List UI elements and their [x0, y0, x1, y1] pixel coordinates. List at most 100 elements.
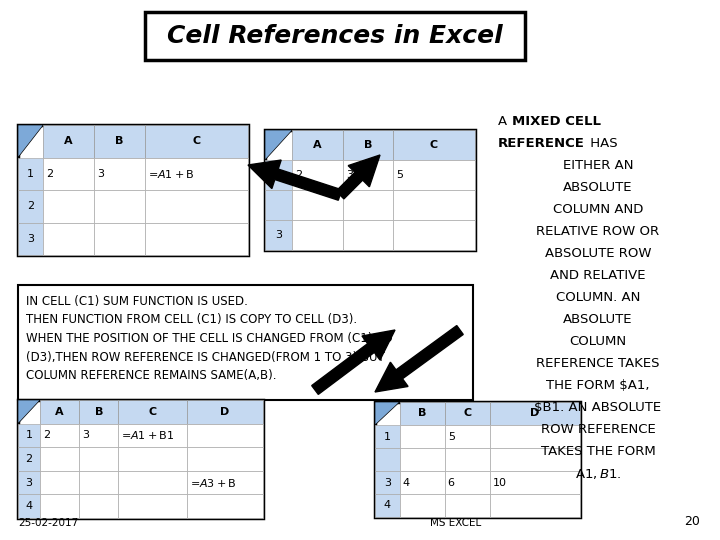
Bar	[18, 190, 43, 222]
Bar	[94, 190, 145, 222]
Bar	[400, 471, 445, 494]
Bar	[265, 130, 475, 250]
Bar	[393, 160, 475, 190]
Text: 2: 2	[27, 201, 35, 211]
Bar	[400, 448, 445, 471]
Bar	[43, 158, 94, 190]
Bar	[375, 471, 400, 494]
Text: 1: 1	[384, 431, 391, 442]
Bar	[187, 400, 263, 423]
Text: 4: 4	[25, 501, 32, 511]
Text: D: D	[530, 408, 539, 418]
Text: COLUMN: COLUMN	[570, 335, 626, 348]
Text: REFERENCE TAKES: REFERENCE TAKES	[536, 357, 660, 370]
Bar	[40, 423, 79, 447]
Text: D: D	[220, 407, 230, 417]
Bar	[375, 494, 400, 517]
FancyArrow shape	[336, 155, 380, 199]
Bar	[145, 190, 248, 222]
Polygon shape	[18, 400, 40, 423]
Text: THE FORM $A1,: THE FORM $A1,	[546, 379, 649, 392]
Text: C: C	[192, 136, 200, 146]
Text: 3: 3	[97, 168, 104, 179]
Text: B: B	[364, 140, 372, 150]
Bar	[292, 220, 343, 250]
Bar	[18, 158, 43, 190]
Polygon shape	[265, 130, 292, 160]
Text: 1: 1	[27, 168, 34, 179]
Bar	[445, 402, 490, 425]
Text: HAS: HAS	[586, 137, 618, 150]
Text: A: A	[313, 140, 322, 150]
Text: 5: 5	[448, 431, 455, 442]
Text: 3: 3	[82, 430, 89, 441]
FancyArrow shape	[312, 330, 395, 394]
Text: $B1. AN ABSOLUTE: $B1. AN ABSOLUTE	[534, 401, 662, 414]
Text: TAKES THE FORM: TAKES THE FORM	[541, 445, 655, 458]
Bar	[145, 222, 248, 255]
Bar	[187, 447, 263, 471]
Text: 2: 2	[46, 168, 53, 179]
Bar	[43, 222, 94, 255]
Bar	[94, 158, 145, 190]
Bar	[445, 425, 490, 448]
FancyArrow shape	[248, 160, 342, 200]
Bar	[79, 447, 119, 471]
Bar	[292, 130, 343, 160]
Bar	[265, 190, 292, 220]
Text: A: A	[498, 115, 511, 128]
Bar	[400, 494, 445, 517]
Bar	[375, 402, 580, 517]
Text: A$1, B$1.: A$1, B$1.	[575, 467, 621, 481]
Bar	[187, 471, 263, 495]
Text: =$A3+$B: =$A3+$B	[190, 477, 237, 489]
Bar	[43, 125, 94, 158]
Text: 6: 6	[448, 477, 455, 488]
Bar	[400, 402, 445, 425]
Text: 2: 2	[43, 430, 50, 441]
Text: =$A1+$B: =$A1+$B	[148, 168, 194, 180]
Bar	[375, 425, 400, 448]
Text: ABSOLUTE: ABSOLUTE	[563, 313, 633, 326]
Bar	[79, 400, 119, 423]
Bar	[375, 448, 400, 471]
Text: 3: 3	[25, 477, 32, 488]
Bar	[119, 447, 187, 471]
Polygon shape	[375, 402, 400, 425]
Text: 4: 4	[402, 477, 410, 488]
Bar	[40, 495, 79, 518]
Bar	[18, 125, 248, 255]
Bar	[393, 190, 475, 220]
Text: AND RELATIVE: AND RELATIVE	[550, 269, 646, 282]
Bar	[265, 160, 292, 190]
Bar	[18, 423, 40, 447]
Text: 3: 3	[27, 234, 34, 244]
FancyArrow shape	[375, 326, 463, 392]
Text: RELATIVE ROW OR: RELATIVE ROW OR	[536, 225, 660, 238]
Bar	[40, 447, 79, 471]
Text: =$A1+$B1: =$A1+$B1	[122, 429, 175, 441]
Text: 3: 3	[346, 170, 353, 180]
Text: B: B	[115, 136, 123, 146]
Bar	[292, 190, 343, 220]
Bar	[490, 471, 580, 494]
Bar	[265, 220, 292, 250]
Text: ROW REFERENCE: ROW REFERENCE	[541, 423, 655, 436]
Bar	[343, 220, 393, 250]
Bar	[490, 494, 580, 517]
Bar	[445, 448, 490, 471]
Text: 2: 2	[25, 454, 32, 464]
Text: COLUMN AND: COLUMN AND	[553, 203, 643, 216]
Bar	[119, 400, 187, 423]
Text: 1: 1	[275, 170, 282, 180]
Text: A: A	[55, 407, 64, 417]
Bar	[187, 495, 263, 518]
Text: C: C	[463, 408, 472, 418]
Bar	[79, 471, 119, 495]
Bar	[393, 130, 475, 160]
Bar	[94, 222, 145, 255]
Text: 4: 4	[384, 501, 391, 510]
Bar	[145, 158, 248, 190]
Bar	[490, 448, 580, 471]
Text: ABSOLUTE ROW: ABSOLUTE ROW	[545, 247, 652, 260]
